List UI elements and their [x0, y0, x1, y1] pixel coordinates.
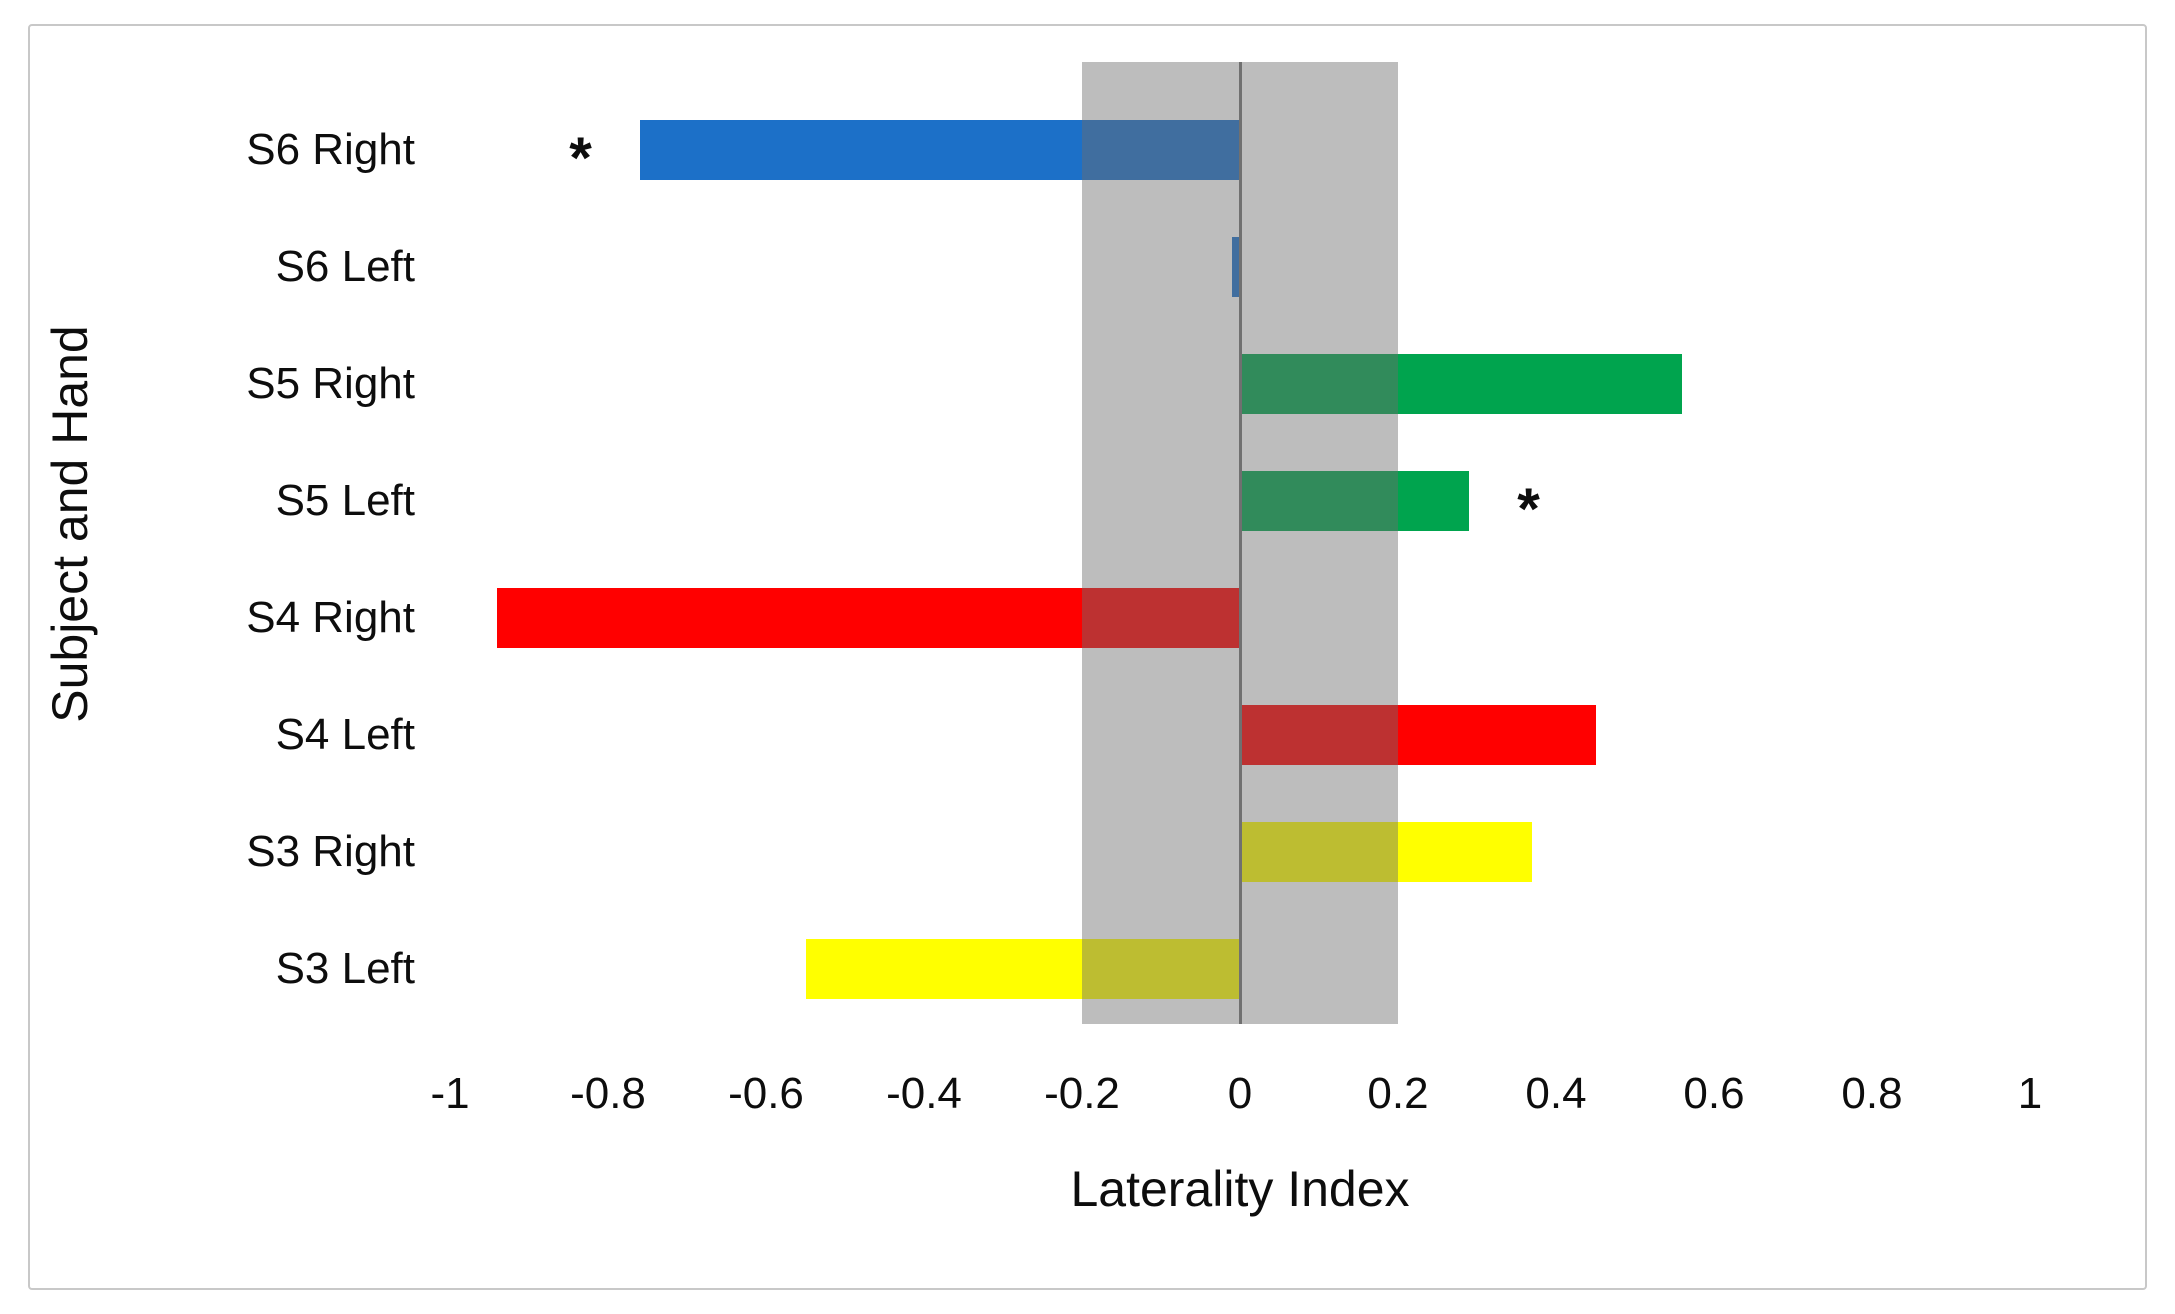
category-label-s6-left: S6 Left [275, 242, 415, 291]
bar-s6-left [1232, 237, 1240, 297]
x-tick-0.6: 0.6 [1683, 1069, 1745, 1118]
x-tick-0.8: 0.8 [1841, 1069, 1903, 1118]
chart-outer-border [28, 24, 2147, 1290]
bar-s5-left [1240, 471, 1470, 531]
x-tick-1: 1 [2017, 1069, 2043, 1118]
category-label-s3-right: S3 Right [246, 827, 415, 876]
bar-s3-right [1240, 822, 1533, 882]
bar-s4-left [1240, 705, 1596, 765]
x-tick--0.6: -0.6 [728, 1069, 804, 1118]
category-label-s4-left: S4 Left [275, 710, 415, 759]
category-label-s3-left: S3 Left [275, 944, 415, 993]
significance-asterisk-s6-right: * [569, 126, 592, 191]
x-tick-0: 0 [1227, 1069, 1253, 1118]
x-tick-0.2: 0.2 [1367, 1069, 1429, 1118]
bar-s5-right [1240, 354, 1683, 414]
category-label-s5-left: S5 Left [275, 476, 415, 525]
bar-s3-left [805, 939, 1240, 999]
x-tick--0.4: -0.4 [886, 1069, 962, 1118]
x-tick-0.4: 0.4 [1525, 1069, 1587, 1118]
category-label-s6-right: S6 Right [246, 125, 415, 174]
x-tick--1: -1 [430, 1069, 470, 1118]
category-label-s4-right: S4 Right [246, 593, 415, 642]
bar-s6-right [639, 120, 1240, 180]
category-label-s5-right: S5 Right [246, 359, 415, 408]
significance-asterisk-s5-left: * [1517, 477, 1540, 542]
x-tick--0.2: -0.2 [1044, 1069, 1120, 1118]
bar-s4-right [497, 588, 1240, 648]
zero-axis-line [1239, 62, 1242, 1024]
x-tick--0.8: -0.8 [570, 1069, 646, 1118]
x-axis-title: Laterality Index [1070, 1161, 1410, 1217]
